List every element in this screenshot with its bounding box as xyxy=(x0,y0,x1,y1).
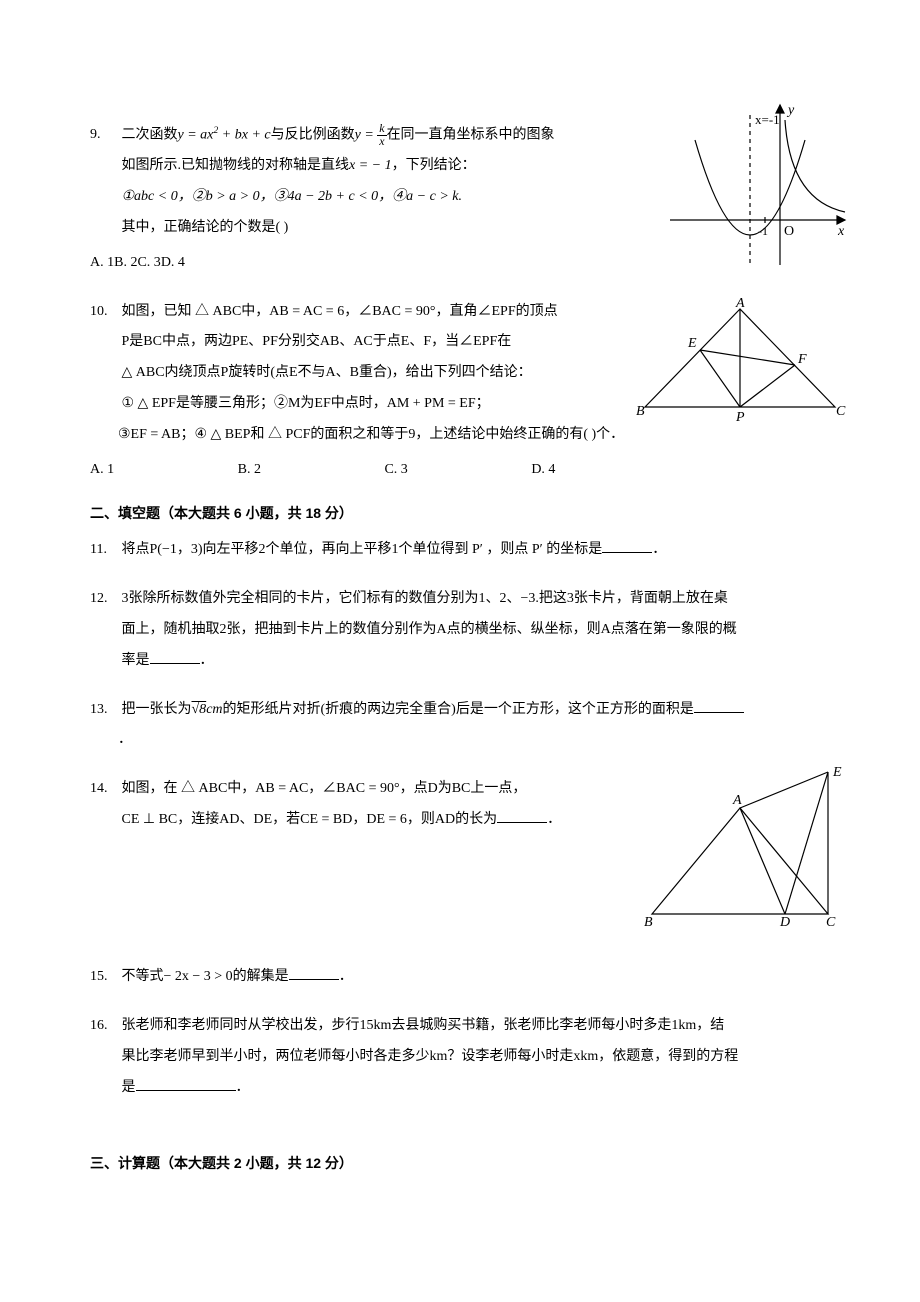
q10-opt-b: B. 2 xyxy=(238,455,261,486)
q10-label-E: E xyxy=(687,336,697,351)
q9-opt-c: C. 3 xyxy=(137,248,160,279)
q10-line4: ① △ EPF是等腰三角形；②M为EF中点时，AM + PM = EF； xyxy=(122,396,490,411)
q14-line2-pre: CE ⊥ BC，连接AD、DE，若CE = BD，DE = 6，则AD的长为 xyxy=(122,812,498,827)
q10-opt-c: C. 3 xyxy=(384,455,407,486)
q9-eq1a: y = ax xyxy=(178,128,214,143)
q16-line1: 张老师和李老师同时从学校出发，步行15km去县城购买书籍，张老师比李老师每小时多… xyxy=(122,1018,725,1033)
q12-blank xyxy=(150,650,200,664)
q9-line1-post: 在同一直角坐标系中的图象 xyxy=(387,128,555,143)
question-15: 15. 不等式− 2x − 3 > 0的解集是 ． xyxy=(90,962,830,993)
q16-line2: 果比李老师早到半小时，两位老师每小时各走多少km？设李老师每小时走xkm，依题意… xyxy=(122,1049,739,1064)
q10-line3: △ ABC内绕顶点P旋转时(点E不与A、B重合)，给出下列四个结论： xyxy=(122,365,532,380)
q9-frac-den: x xyxy=(377,136,386,148)
q15-text-pre: 不等式− 2x − 3 > 0的解集是 xyxy=(122,969,289,984)
q10-opt-a: A. 1 xyxy=(90,455,114,486)
q14-line1: 如图，在 △ ABC中，AB = AC，∠BAC = 90°，点D为BC上一点， xyxy=(122,781,527,796)
q14-label-C: C xyxy=(826,915,836,929)
question-16: 16. 张老师和李老师同时从学校出发，步行15km去县城购买书籍，张老师比李老师… xyxy=(90,1011,830,1103)
section-3-title: 三、计算题（本大题共 2 小题，共 12 分） xyxy=(90,1153,830,1173)
q11-blank xyxy=(602,539,652,553)
q13-text-pre: 把一张长为 xyxy=(122,702,192,717)
q13-text-mid: 的矩形纸片对折(折痕的两边完全重合)后是一个正方形，这个正方形的面积是 xyxy=(223,702,694,717)
question-11: 11. 将点P(−1，3)向左平移2个单位，再向上平移1个单位得到 P′ ，则点… xyxy=(90,535,830,566)
q14-label-E: E xyxy=(832,765,842,780)
q15-body: 不等式− 2x − 3 > 0的解集是 ． xyxy=(122,962,353,993)
figure-q10: A B C E F P xyxy=(630,297,850,440)
q13-blank xyxy=(694,699,744,713)
q14-body: 如图，在 △ ABC中，AB = AC，∠BAC = 90°，点D为BC上一点，… xyxy=(122,774,592,836)
q10-number: 10. xyxy=(90,297,118,328)
q9-line2-pre: 如图所示.已知抛物线的对称轴是直线 xyxy=(122,158,350,173)
figure-q9: x y O -1 x=-1 xyxy=(660,100,850,283)
q9-opt-a: A. 1 xyxy=(90,248,114,279)
sym-label: x=-1 xyxy=(755,112,780,127)
question-14: A B C D E 14. 如图，在 △ ABC中，AB = AC，∠BAC =… xyxy=(90,774,830,944)
q14-label-B: B xyxy=(644,915,653,929)
q13-post-wrap: ． xyxy=(90,725,830,756)
q16-number: 16. xyxy=(90,1011,118,1042)
q14-number: 14. xyxy=(90,774,118,805)
q10-label-B: B xyxy=(636,404,645,419)
q12-line1: 3张除所标数值外完全相同的卡片，它们标有的数值分别为1、2、−3.把这3张卡片，… xyxy=(122,591,728,606)
tick-minus1: -1 xyxy=(758,224,768,238)
q12-line2: 面上，随机抽取2张，把抽到卡片上的数值分别作为A点的横坐标、纵坐标，则A点落在第… xyxy=(122,622,737,637)
q9-frac-pre: y = xyxy=(355,128,378,143)
question-12: 12. 3张除所标数值外完全相同的卡片，它们标有的数值分别为1、2、−3.把这3… xyxy=(90,584,830,676)
q13-number: 13. xyxy=(90,695,118,726)
q14-label-A: A xyxy=(732,793,742,808)
q10-label-A: A xyxy=(735,297,745,311)
q13-unit: cm xyxy=(206,702,222,717)
q15-blank xyxy=(289,966,339,980)
q11-text-post: ． xyxy=(652,542,666,557)
q11-number: 11. xyxy=(90,535,118,566)
q9-line1-pre: 二次函数 xyxy=(122,128,178,143)
q13-sqrt: √8 xyxy=(192,702,207,717)
question-10: A B C E F P 10. 如图，已知 △ ABC中，AB = AC = 6… xyxy=(90,297,830,486)
q10-opt-d: D. 4 xyxy=(531,455,555,486)
q9-opt-b: B. 2 xyxy=(114,248,137,279)
q12-line3-post: ． xyxy=(200,653,214,668)
axis-y-label: y xyxy=(786,103,795,118)
q16-blank xyxy=(136,1077,236,1091)
q12-body: 3张除所标数值外完全相同的卡片，它们标有的数值分别为1、2、−3.把这3张卡片，… xyxy=(122,584,822,676)
q13-body: 把一张长为√8cm的矩形纸片对折(折痕的两边完全重合)后是一个正方形，这个正方形… xyxy=(122,695,822,726)
q11-body: 将点P(−1，3)向左平移2个单位，再向上平移1个单位得到 P′ ，则点 P′ … xyxy=(122,535,667,566)
q12-line3-pre: 率是 xyxy=(122,653,150,668)
q9-body: 二次函数y = ax2 + bx + c与反比例函数y = kx在同一直角坐标系… xyxy=(122,120,592,244)
q9-line3: ①abc < 0，②b > a > 0，③4a − 2b + c < 0，④a … xyxy=(122,189,462,204)
axis-x-label: x xyxy=(837,224,845,239)
q13-text-post: ． xyxy=(118,732,132,747)
q16-body: 张老师和李老师同时从学校出发，步行15km去县城购买书籍，张老师比李老师每小时多… xyxy=(122,1011,822,1103)
q16-line3-pre: 是 xyxy=(122,1080,136,1095)
q9-number: 9. xyxy=(90,120,118,151)
q10-label-P: P xyxy=(735,410,745,425)
q14-blank xyxy=(497,809,547,823)
q14-label-D: D xyxy=(779,915,790,929)
q9-line1-mid: 与反比例函数 xyxy=(271,128,355,143)
section-2-title: 二、填空题（本大题共 6 小题，共 18 分） xyxy=(90,503,830,523)
figure-q14: A B C D E xyxy=(640,764,850,942)
q14-line2-post: ． xyxy=(547,812,561,827)
q10-line2: P是BC中点，两边PE、PF分别交AB、AC于点E、F，当∠EPF在 xyxy=(122,334,512,349)
q9-line2-eq: x = − 1 xyxy=(349,158,392,173)
q10-label-C: C xyxy=(836,404,846,419)
q16-line3-post: ． xyxy=(236,1080,250,1095)
q10-line1: 如图，已知 △ ABC中，AB = AC = 6，∠BAC = 90°，直角∠E… xyxy=(122,304,558,319)
q11-text-pre: 将点P(−1，3)向左平移2个单位，再向上平移1个单位得到 P′ ，则点 P′ … xyxy=(122,542,603,557)
q10-options: A. 1 B. 2 C. 3 D. 4 xyxy=(90,455,830,486)
q9-eq1b: + bx + c xyxy=(218,128,270,143)
q10-line5: ③EF = AB；④ △ BEP和 △ PCF的面积之和等于9，上述结论中始终正… xyxy=(118,427,624,442)
q9-opt-d: D. 4 xyxy=(161,248,185,279)
q12-number: 12. xyxy=(90,584,118,615)
q9-line4: 其中，正确结论的个数是( ) xyxy=(122,220,289,235)
q10-body: 如图，已知 △ ABC中，AB = AC = 6，∠BAC = 90°，直角∠E… xyxy=(122,297,592,420)
q10-label-F: F xyxy=(797,352,807,367)
q9-line2-post: ，下列结论： xyxy=(392,158,476,173)
q15-number: 15. xyxy=(90,962,118,993)
question-13: 13. 把一张长为√8cm的矩形纸片对折(折痕的两边完全重合)后是一个正方形，这… xyxy=(90,695,830,757)
origin-label: O xyxy=(784,224,794,239)
question-9: x y O -1 x=-1 9. 二次函数y = ax2 + bx + c与反比… xyxy=(90,120,830,279)
q15-text-post: ． xyxy=(339,969,353,984)
